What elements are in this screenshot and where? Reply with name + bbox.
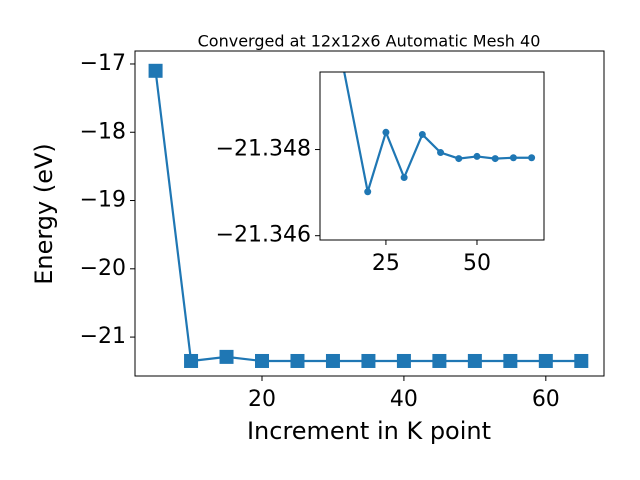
marker: [255, 353, 270, 368]
y-tick-label: −21.348: [216, 137, 311, 162]
plot-area: [148, 63, 589, 368]
marker: [328, 3, 335, 10]
marker: [574, 353, 589, 368]
marker: [290, 353, 305, 368]
y-tick-label: −20: [80, 256, 126, 281]
marker: [325, 353, 340, 368]
marker: [400, 174, 408, 182]
marker: [382, 128, 390, 136]
marker: [437, 149, 445, 157]
marker: [528, 154, 536, 162]
marker: [509, 154, 517, 162]
y-tick-label: −21: [80, 324, 126, 349]
marker: [361, 353, 376, 368]
marker: [418, 130, 426, 138]
axes-frame: [319, 71, 545, 241]
marker: [491, 155, 499, 163]
x-tick-label: 50: [463, 251, 491, 276]
marker: [148, 63, 163, 78]
y-axis-label: Energy (eV): [30, 143, 58, 285]
y-tick-label: −19: [80, 188, 126, 213]
marker: [473, 152, 481, 160]
plot-area: [328, 3, 536, 196]
x-tick-label: 40: [390, 387, 418, 412]
marker: [364, 188, 372, 196]
marker: [467, 353, 482, 368]
marker: [538, 353, 553, 368]
x-tick-label: 25: [372, 251, 400, 276]
y-tick-label: −21.346: [216, 223, 311, 248]
x-tick-label: 60: [532, 387, 560, 412]
axes-frame: [134, 50, 605, 377]
y-tick-label: −17: [80, 51, 126, 76]
axes-background: [320, 72, 544, 240]
marker: [455, 155, 463, 163]
marker: [184, 353, 199, 368]
y-tick-label: −18: [80, 119, 126, 144]
x-tick-label: 20: [248, 387, 276, 412]
chart-title: Converged at 12x12x6 Automatic Mesh 40: [198, 32, 541, 51]
marker: [219, 349, 234, 364]
marker: [432, 353, 447, 368]
x-axis-label: Increment in K point: [247, 417, 491, 445]
marker: [396, 353, 411, 368]
marker: [503, 353, 518, 368]
